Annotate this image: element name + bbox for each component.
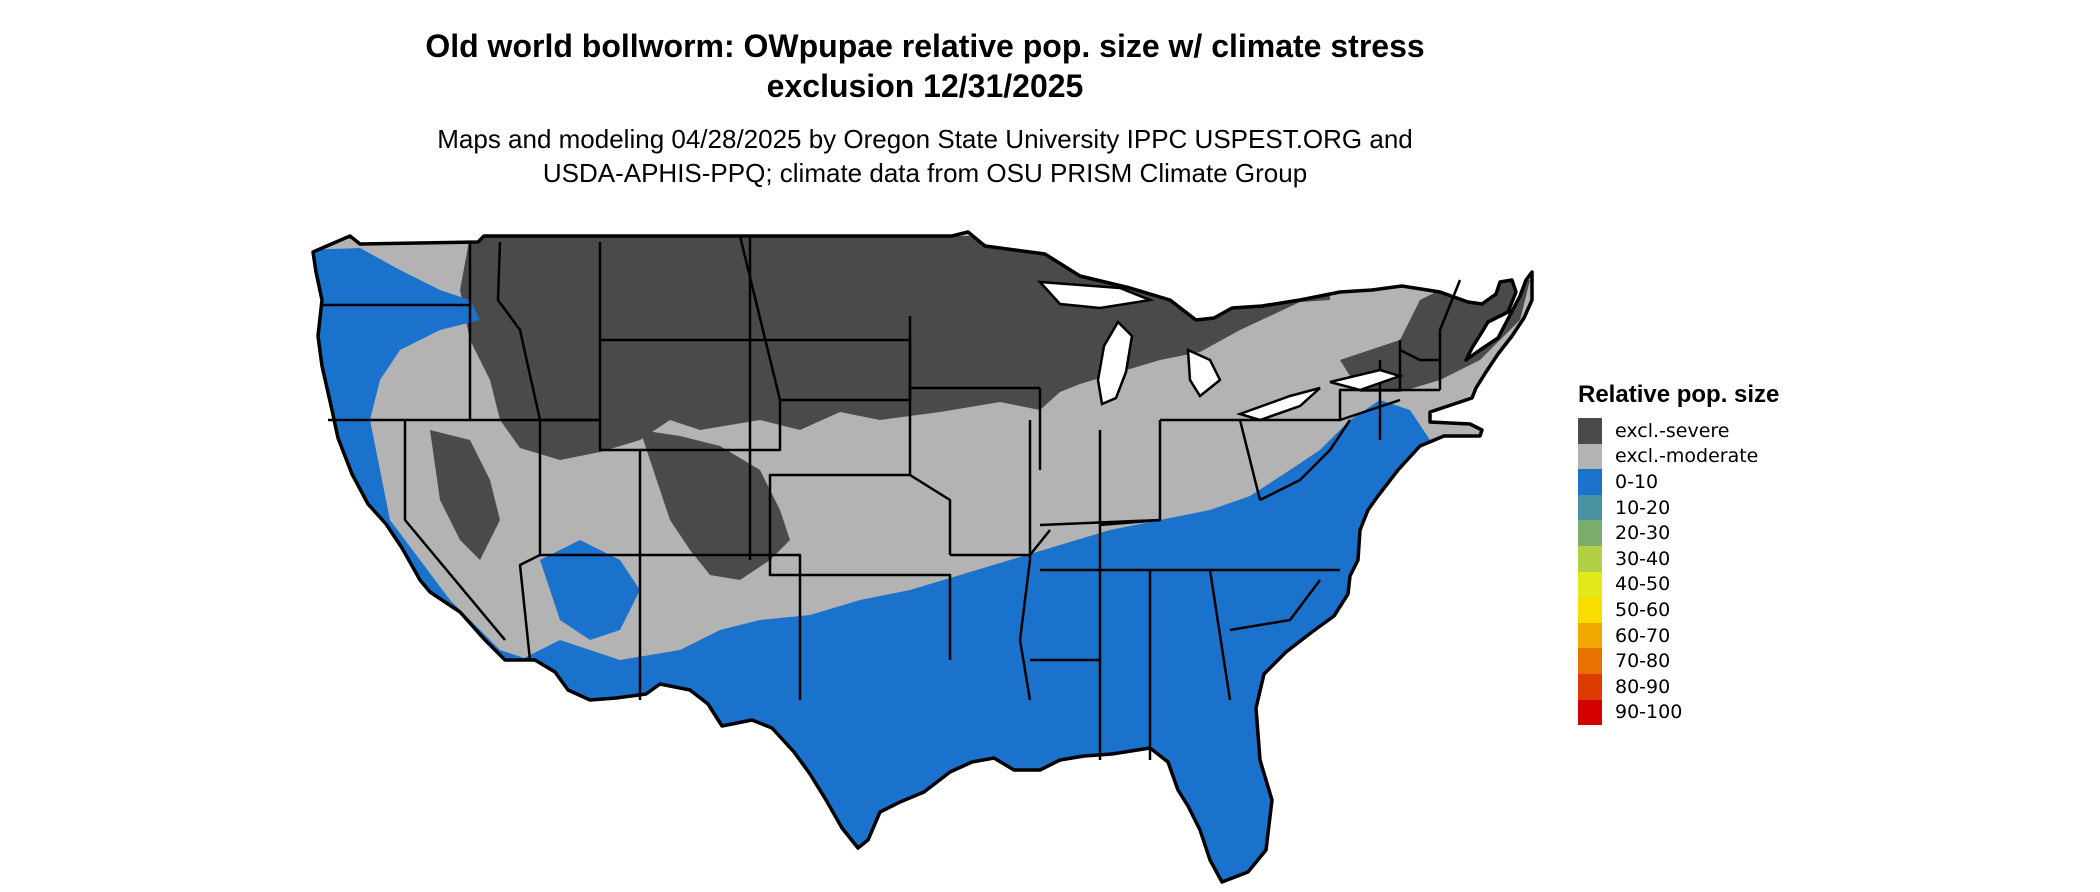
legend-label: 40-50: [1615, 573, 1671, 596]
legend-label: excl.-severe: [1615, 419, 1730, 442]
legend-title: Relative pop. size: [1578, 381, 1780, 408]
legend-label: 90-100: [1615, 701, 1683, 724]
legend-item: 20-30: [1578, 520, 1779, 546]
legend-swatch: [1578, 418, 1602, 444]
legend-swatch: [1578, 443, 1602, 470]
legend-item: 10-20: [1578, 494, 1779, 521]
legend-swatch: [1578, 469, 1602, 495]
map-subtitle-line-2: USDA-APHIS-PPQ; climate data from OSU PR…: [542, 158, 1308, 188]
legend-item: 40-50: [1578, 571, 1779, 598]
legend-item: excl.-moderate: [1578, 443, 1779, 470]
legend-item: excl.-severe: [1578, 418, 1779, 444]
legend-item: 30-40: [1578, 545, 1779, 572]
legend-swatch: [1578, 520, 1602, 546]
legend-swatch: [1578, 571, 1602, 598]
state-borders: [320, 235, 1462, 760]
legend-label: 10-20: [1615, 496, 1671, 519]
legend-item: 50-60: [1578, 597, 1779, 623]
legend-label: 0-10: [1615, 470, 1659, 493]
legend-swatch: [1578, 545, 1602, 572]
map-subtitle-line-1: Maps and modeling 04/28/2025 by Oregon S…: [437, 124, 1413, 154]
legend-label: 70-80: [1615, 650, 1671, 673]
legend-swatch: [1578, 622, 1602, 649]
map-low-zone-westcoast: [313, 248, 530, 680]
map-title-line-2: exclusion 12/31/2025: [766, 68, 1084, 104]
legend-swatch: [1578, 699, 1602, 726]
legend-item: 60-70: [1578, 622, 1779, 649]
legend-item: 80-90: [1578, 673, 1779, 700]
legend-label: 50-60: [1615, 598, 1671, 621]
legend-items: excl.-severe excl.-moderate 0-10 10-20 20-30…: [1578, 418, 1779, 726]
legend-label: 30-40: [1615, 547, 1671, 570]
legend-label: 60-70: [1615, 624, 1671, 647]
legend-label: 20-30: [1615, 522, 1671, 545]
map-severe-zone-rockies: [640, 430, 790, 580]
us-outline: [311, 230, 1534, 884]
great-lakes: [1036, 280, 1405, 422]
legend-swatch: [1578, 597, 1602, 623]
legend-item: 90-100: [1578, 699, 1779, 726]
map-legend: Relative pop. size excl.-severe excl.-mod…: [1578, 380, 1780, 726]
legend-label: 80-90: [1615, 675, 1671, 698]
map-low-zone-inland-west: [540, 540, 640, 640]
legend-swatch: [1578, 494, 1602, 521]
map-severe-zone-basin: [430, 430, 500, 560]
legend-label: excl.-moderate: [1615, 445, 1759, 468]
legend-swatch: [1578, 648, 1602, 674]
legend-item: 70-80: [1578, 648, 1779, 674]
legend-swatch: [1578, 673, 1602, 700]
legend-item: 0-10: [1578, 469, 1779, 495]
map-title-line-1: Old world bollworm: OWpupae relative pop…: [425, 28, 1425, 64]
